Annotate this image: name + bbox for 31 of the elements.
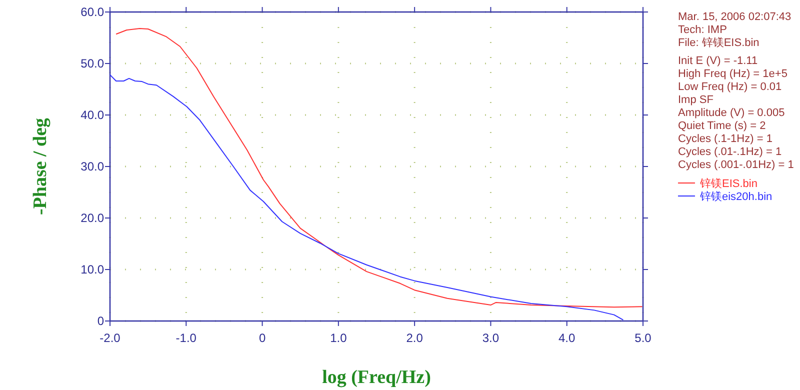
y-axis-title: -Phase / deg xyxy=(30,117,51,216)
text: Low Freq (Hz) = 0.01 xyxy=(678,81,782,93)
text: File: 锌镁EIS.bin xyxy=(678,36,760,49)
text: Cycles (.01-.1Hz) = 1 xyxy=(678,146,782,158)
y-tick-label: 60.0 xyxy=(80,5,104,19)
text: Tech: IMP xyxy=(678,24,727,36)
legend-label: 锌镁eis20h.bin xyxy=(699,190,772,203)
y-tick-label: 0 xyxy=(97,314,104,328)
text: Amplitude (V) = 0.005 xyxy=(678,107,785,119)
y-tick-label: 10.0 xyxy=(80,262,104,276)
text: Cycles (.001-.01Hz) = 1 xyxy=(678,159,794,171)
x-tick-label: 2.0 xyxy=(406,331,424,345)
x-tick-label: 0 xyxy=(258,331,266,345)
y-tick-label: 40.0 xyxy=(80,108,104,122)
x-axis-title: log (Freq/Hz) xyxy=(322,367,431,388)
y-tick-label: 20.0 xyxy=(80,211,104,225)
text: Cycles (.1-1Hz) = 1 xyxy=(678,133,772,145)
legend-label: 锌镁EIS.bin xyxy=(699,177,758,190)
x-tick-label: 4.0 xyxy=(558,331,576,345)
x-tick-label: -2.0 xyxy=(100,331,121,345)
x-tick-label: -1.0 xyxy=(176,331,197,345)
y-tick-label: 50.0 xyxy=(80,56,104,70)
text: Imp SF xyxy=(678,94,714,106)
y-tick-label: 30.0 xyxy=(80,160,104,174)
text: Mar. 15, 2006 02:07:43 xyxy=(678,11,792,23)
x-tick-label: 5.0 xyxy=(634,331,652,345)
text: Quiet Time (s) = 2 xyxy=(678,120,766,132)
text: Init E (V) = -1.11 xyxy=(678,55,758,67)
text: High Freq (Hz) = 1e+5 xyxy=(678,68,788,80)
x-tick-label: 1.0 xyxy=(330,331,348,345)
x-tick-label: 3.0 xyxy=(482,331,500,345)
